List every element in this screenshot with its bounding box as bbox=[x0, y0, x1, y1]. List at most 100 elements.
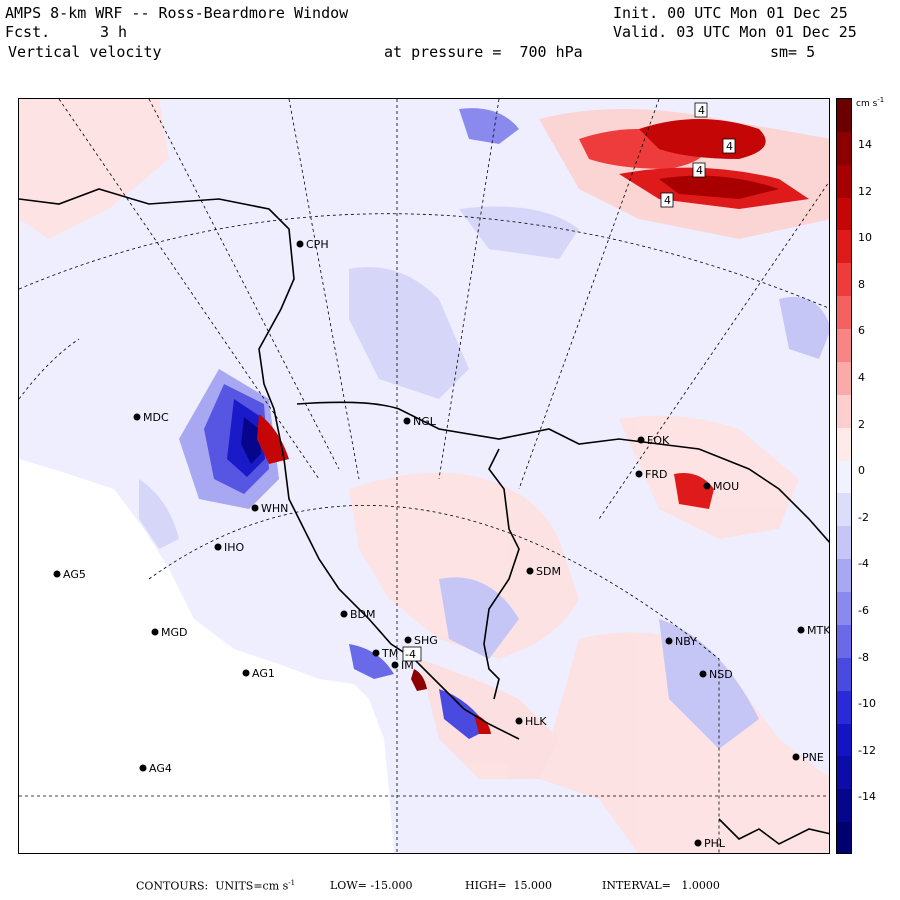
parallel-arc bbox=[19, 213, 829, 309]
meridian-line bbox=[288, 99, 360, 480]
model-title: AMPS 8-km WRF -- Ross-Beardmore Window bbox=[5, 4, 349, 22]
station-label: WHN bbox=[261, 502, 288, 515]
contour-label-box bbox=[660, 192, 674, 208]
colorbar-segment bbox=[837, 361, 851, 396]
colorbar-tick-label: 2 bbox=[858, 417, 865, 431]
station-label: NSD bbox=[709, 668, 733, 681]
colorbar bbox=[836, 98, 852, 854]
colorbar-units-text: cm s bbox=[856, 99, 878, 109]
colorbar-segment bbox=[837, 131, 851, 166]
station-marker bbox=[635, 470, 643, 478]
station-label: NGL bbox=[413, 415, 437, 428]
colorbar-segment bbox=[837, 197, 851, 231]
colorbar-segment bbox=[837, 427, 851, 462]
colorbar-tick-label: 10 bbox=[858, 231, 872, 245]
station-label: HLK bbox=[525, 715, 547, 728]
red-area bbox=[659, 175, 779, 199]
station-layer: CPH MDC NGL FOK FRD MOU WHN IHO AG5 SDM BDM MGD NBY M… bbox=[53, 238, 830, 850]
station-label: BDM bbox=[350, 608, 376, 621]
station-marker bbox=[792, 753, 800, 761]
colorbar-segment bbox=[837, 99, 851, 133]
parallel-arc bbox=[148, 505, 720, 853]
positive-anomalies bbox=[19, 99, 829, 853]
colorbar-units: cm s-1 bbox=[856, 96, 884, 109]
blue-area bbox=[439, 577, 519, 659]
meridian-line bbox=[598, 181, 829, 520]
colorbar-tick-label: -14 bbox=[858, 790, 876, 804]
colorbar-segment bbox=[837, 493, 851, 527]
station-marker bbox=[214, 543, 222, 551]
map-panel: CPH MDC NGL FOK FRD MOU WHN IHO AG5 SDM BDM MGD NBY M… bbox=[18, 98, 830, 854]
colorbar-segment bbox=[837, 329, 851, 363]
station-marker bbox=[526, 567, 534, 575]
footer-units: CONTOURS: UNITS=cm s bbox=[136, 879, 289, 893]
pressure-level: at pressure = 700 hPa bbox=[384, 43, 583, 61]
graticule bbox=[19, 99, 829, 853]
colorbar-tick-label: 12 bbox=[858, 184, 872, 198]
station-label: PHL bbox=[704, 837, 726, 850]
colorbar-segment bbox=[837, 723, 851, 757]
forecast-label: Fcst. bbox=[5, 23, 51, 41]
blue-area bbox=[241, 417, 261, 464]
station-label: AG4 bbox=[149, 762, 172, 775]
contour-label: 4 bbox=[664, 194, 671, 207]
station-label: MDC bbox=[143, 411, 169, 424]
red-area bbox=[257, 414, 289, 464]
station-marker bbox=[703, 482, 711, 490]
colorbar-tick-label: -4 bbox=[858, 557, 869, 571]
colorbar-segment bbox=[837, 263, 851, 297]
station-marker bbox=[391, 661, 399, 669]
contour-labels: 4 4 4 4 4 -4 bbox=[402, 102, 736, 662]
colorbar-segment bbox=[837, 657, 851, 692]
station-label: IHO bbox=[224, 541, 245, 554]
station-marker bbox=[637, 436, 645, 444]
colorbar-segment bbox=[837, 559, 851, 593]
meridian-line bbox=[438, 99, 500, 480]
station-label: MGD bbox=[161, 626, 188, 639]
valid-time: Valid. 03 UTC Mon 01 Dec 25 bbox=[613, 23, 857, 41]
station-marker bbox=[665, 637, 673, 645]
meridian-line bbox=[58, 99, 320, 480]
station-marker bbox=[151, 628, 159, 636]
colorbar-tick-label: -8 bbox=[858, 650, 869, 664]
contour-label: 4 bbox=[726, 140, 733, 153]
field-name: Vertical velocity bbox=[8, 43, 162, 61]
contour-label-box bbox=[402, 646, 422, 662]
station-label: SHG bbox=[414, 634, 438, 647]
colorbar-segment bbox=[837, 460, 851, 494]
station-label: AG1 bbox=[252, 667, 275, 680]
colorbar-segment bbox=[837, 526, 851, 560]
negative-anomalies bbox=[139, 108, 829, 749]
coastline-path bbox=[19, 188, 520, 740]
colorbar-tick-label: 0 bbox=[858, 464, 865, 478]
coastline-path bbox=[718, 818, 829, 845]
red-area bbox=[674, 473, 714, 509]
colorbar-segment bbox=[837, 164, 851, 199]
station-marker bbox=[372, 649, 380, 657]
station-label: NBY bbox=[675, 635, 697, 648]
colorbar-segment bbox=[837, 592, 851, 626]
station-label: FOK bbox=[647, 434, 670, 447]
contour-label: 4 bbox=[696, 164, 703, 177]
station-label: SDM bbox=[536, 565, 561, 578]
colorbar-units-sup: -1 bbox=[877, 96, 885, 104]
coastlines bbox=[19, 188, 829, 845]
pink-area bbox=[349, 472, 579, 659]
station-marker bbox=[694, 839, 702, 847]
red-area bbox=[474, 714, 491, 734]
contour-label-box bbox=[722, 138, 736, 154]
colorbar-segment bbox=[837, 789, 851, 823]
blue-area bbox=[459, 206, 579, 259]
colorbar-segment bbox=[837, 624, 851, 659]
red-area bbox=[411, 669, 427, 691]
station-label: FRD bbox=[645, 468, 667, 481]
contour-label-box bbox=[692, 162, 706, 178]
station-label: MTK bbox=[807, 624, 830, 637]
station-marker bbox=[340, 610, 348, 618]
colorbar-tick-label: -12 bbox=[858, 743, 876, 757]
blue-area bbox=[439, 689, 489, 739]
colorbar-tick-label: -10 bbox=[858, 697, 876, 711]
colorbar-segment bbox=[837, 756, 851, 790]
init-time: Init. 00 UTC Mon 01 Dec 25 bbox=[613, 4, 848, 22]
pink-area bbox=[539, 632, 829, 853]
